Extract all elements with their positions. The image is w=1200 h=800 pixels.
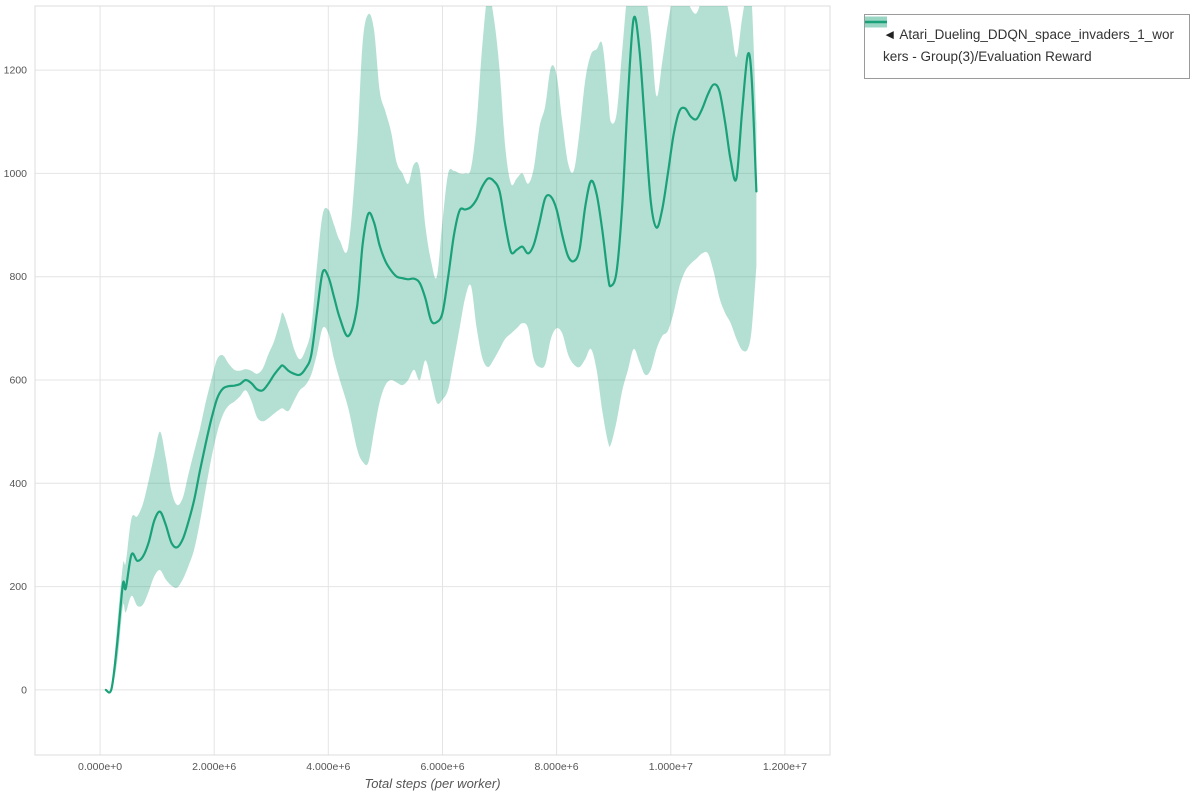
x-tick-label: 1.200e+7	[763, 761, 807, 773]
x-tick-label: 1.000e+7	[649, 761, 693, 773]
y-tick-label: 1200	[4, 65, 28, 77]
y-tick-label: 1000	[4, 168, 28, 180]
legend-collapse-icon[interactable]: ◄	[883, 27, 897, 42]
x-axis-title: Total steps (per worker)	[364, 776, 501, 791]
axis-tick-labels: 0 200 400 600 800 1000 1200 0.000e+0 2.000e+6 4.0…	[4, 65, 807, 773]
x-tick-label: 4.000e+6	[306, 761, 350, 773]
y-tick-label: 800	[9, 271, 27, 283]
x-tick-label: 0.000e+0	[78, 761, 122, 773]
confidence-band	[105, 6, 757, 693]
plot-border	[34, 5, 831, 756]
grid-lines	[35, 6, 830, 755]
x-tick-label: 2.000e+6	[192, 761, 236, 773]
legend-series-name: Atari_Dueling_DDQN_space_invaders_1_work…	[883, 27, 1175, 65]
y-tick-label: 600	[9, 374, 27, 386]
x-tick-label: 8.000e+6	[535, 761, 579, 773]
y-tick-label: 200	[9, 581, 27, 593]
reward-line	[104, 15, 758, 694]
legend-label: ◄ Atari_Dueling_DDQN_space_invaders_1_wor…	[883, 24, 1179, 69]
y-tick-label: 400	[9, 478, 27, 490]
x-tick-label: 6.000e+6	[420, 761, 464, 773]
legend[interactable]: ◄ Atari_Dueling_DDQN_space_invaders_1_wor…	[864, 14, 1190, 79]
y-tick-label: 0	[21, 684, 27, 696]
